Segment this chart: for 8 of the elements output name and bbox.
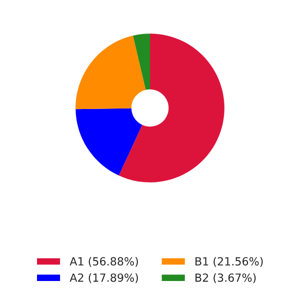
- legend-label: A2 (17.89%): [70, 273, 138, 284]
- legend-label: A1 (56.88%): [70, 256, 138, 267]
- legend-label: B1 (21.56%): [196, 256, 263, 267]
- donut-slice: [118, 34, 224, 182]
- donut-slice: [76, 108, 142, 176]
- legend-label: B2 (3.67%): [196, 273, 256, 284]
- donut-slice: [132, 34, 150, 90]
- donut-slice: [76, 36, 146, 110]
